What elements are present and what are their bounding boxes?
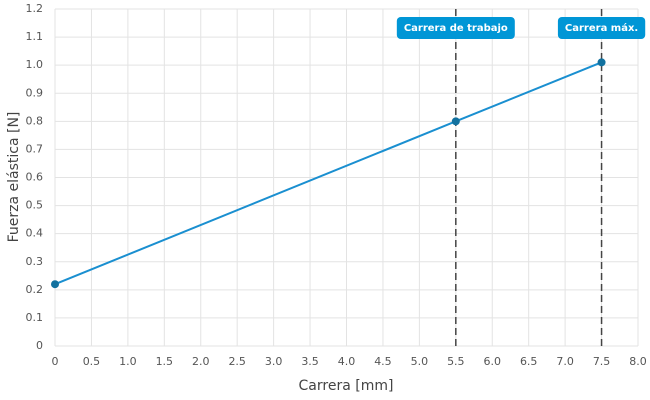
x-tick-label: 6.5 [520, 355, 538, 368]
annotation-label: Carrera de trabajo [404, 23, 508, 34]
x-tick-label: 4.5 [374, 355, 392, 368]
y-tick-label: 0.8 [26, 114, 44, 127]
annotation-box [396, 17, 515, 39]
x-tick-label: 2.0 [192, 355, 210, 368]
y-tick-label: 0 [36, 339, 43, 352]
point [451, 117, 460, 126]
x-tick-label: 4.0 [338, 355, 356, 368]
y-tick-label: 0.4 [26, 227, 44, 240]
y-tick-label: 0.2 [26, 283, 44, 296]
annotation-box [557, 17, 646, 39]
y-tick-label: 0.3 [26, 255, 44, 268]
x-tick-label: 2.5 [228, 355, 246, 368]
x-tick-label: 5.5 [447, 355, 465, 368]
x-tick-label: 0 [52, 355, 59, 368]
y-tick-label: 0.9 [26, 86, 44, 99]
annotation: Carrera máx. [557, 17, 646, 39]
x-tick-label: 1.0 [119, 355, 137, 368]
y-tick-label: 1.0 [26, 58, 44, 71]
x-tick-label: 7.5 [593, 355, 611, 368]
x-axis-title: Carrera [mm] [299, 378, 394, 394]
x-tick-label: 0.5 [83, 355, 101, 368]
point [597, 58, 606, 67]
point [51, 280, 59, 289]
y-tick-label: 1.2 [26, 2, 44, 15]
x-tick-label: 7.0 [556, 355, 574, 368]
line [54, 61, 602, 286]
x-tick-label: 1.5 [156, 355, 174, 368]
x-tick-label: 5.0 [411, 355, 429, 368]
y-tick-label: 0.6 [26, 171, 44, 184]
x-tick-label: 6.0 [484, 355, 502, 368]
y-tick-label: 1.1 [26, 30, 44, 43]
annotation-label: Carrera máx. [565, 22, 638, 34]
y-axis-title: Fuerza elástica [N] [6, 112, 22, 243]
y-tick-label: 0.5 [26, 199, 44, 212]
y-tick-label: 0.7 [26, 142, 44, 155]
x-tick-label: 3.0 [265, 355, 283, 368]
x-tick-label: 8.0 [629, 355, 647, 368]
y-tick-label: 0.1 [26, 311, 44, 324]
annotation: Carrera de trabajo [396, 17, 515, 39]
x-tick-label: 3.5 [301, 355, 319, 368]
